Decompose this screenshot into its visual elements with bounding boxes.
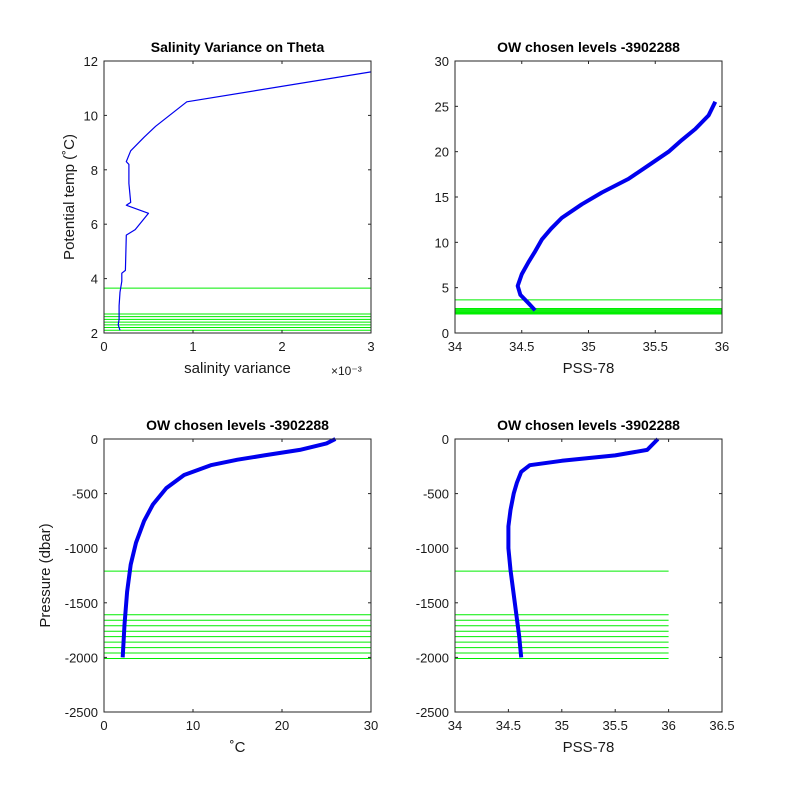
x-axis-label: salinity variance [184,360,291,377]
y-axis-label: Pressure (dbar) [37,523,54,627]
subplot-3: 0 10 20 30 -2500 -2000 -1500 -1000 -500 0 OW chose… [37,417,378,756]
x-tick-label: 10 [186,718,200,733]
x-tick-label: 20 [275,718,289,733]
y-tick-label: 20 [435,145,449,160]
axes-box [454,60,723,334]
x-tick-label: 35.5 [643,339,668,354]
x-tick-label: 36.5 [709,718,734,733]
series-line [515,100,718,312]
axes-box [454,438,723,713]
subplot-4: 34 34.5 35 35.5 36 36.5 -2500 -2000 -1500 -1000 -5… [416,417,735,756]
axes-box [103,438,372,713]
x-tick-label: 35.5 [603,718,628,733]
y-tick-label: -1500 [65,596,98,611]
chart-title: OW chosen levels -3902288 [497,417,680,433]
x-tick-label: 36 [715,339,729,354]
x-tick-label: 0 [100,718,107,733]
y-tick-label: -2000 [416,650,449,665]
x-tick-label: 1 [189,339,196,354]
y-tick-label: 25 [435,99,449,114]
x-axis-label: PSS-78 [563,739,615,756]
y-axis-label: Potential temp (˚C) [61,134,78,260]
y-tick-label: 5 [442,281,449,296]
x-axis-exponent: ×10⁻³ [331,364,362,378]
y-tick-label: 10 [435,235,449,250]
x-tick-label: 34 [448,718,462,733]
chart-title: OW chosen levels -3902288 [146,417,329,433]
series-line [120,437,337,658]
y-tick-label: 0 [442,326,449,341]
subplot-2: 34 34.5 35 35.5 36 0 5 10 15 20 25 30 OW chosen leve… [435,39,730,377]
y-tick-label: 30 [435,54,449,69]
x-tick-label: 30 [364,718,378,733]
x-tick-label: 3 [367,339,374,354]
series-line [506,437,660,658]
x-tick-label: 35 [555,718,569,733]
y-tick-label: -500 [72,487,98,502]
y-tick-label: -2000 [65,650,98,665]
axes-box [103,60,372,334]
x-tick-label: 35 [581,339,595,354]
x-tick-label: 36 [661,718,675,733]
x-tick-label: 0 [100,339,107,354]
y-tick-label: -2500 [65,705,98,720]
x-axis-label: PSS-78 [563,360,615,377]
y-tick-label: 0 [91,432,98,447]
x-tick-label: 34 [448,339,462,354]
y-tick-label: 12 [84,54,98,69]
y-tick-label: -500 [423,487,449,502]
y-tick-label: -1500 [416,596,449,611]
y-tick-label: 4 [91,272,98,287]
chart-title: OW chosen levels -3902288 [497,39,680,55]
y-tick-label: -1000 [416,541,449,556]
y-tick-label: 15 [435,190,449,205]
x-tick-label: 34.5 [496,718,521,733]
y-tick-label: 0 [442,432,449,447]
y-tick-label: -1000 [65,541,98,556]
x-axis-label: ˚C [230,739,246,756]
chart-title: Salinity Variance on Theta [151,39,325,55]
x-tick-label: 34.5 [509,339,534,354]
y-tick-label: 2 [91,326,98,341]
y-tick-label: -2500 [416,705,449,720]
y-tick-label: 6 [91,217,98,232]
y-tick-label: 10 [84,108,98,123]
y-tick-label: 8 [91,163,98,178]
series-line [117,71,372,331]
x-tick-label: 2 [278,339,285,354]
